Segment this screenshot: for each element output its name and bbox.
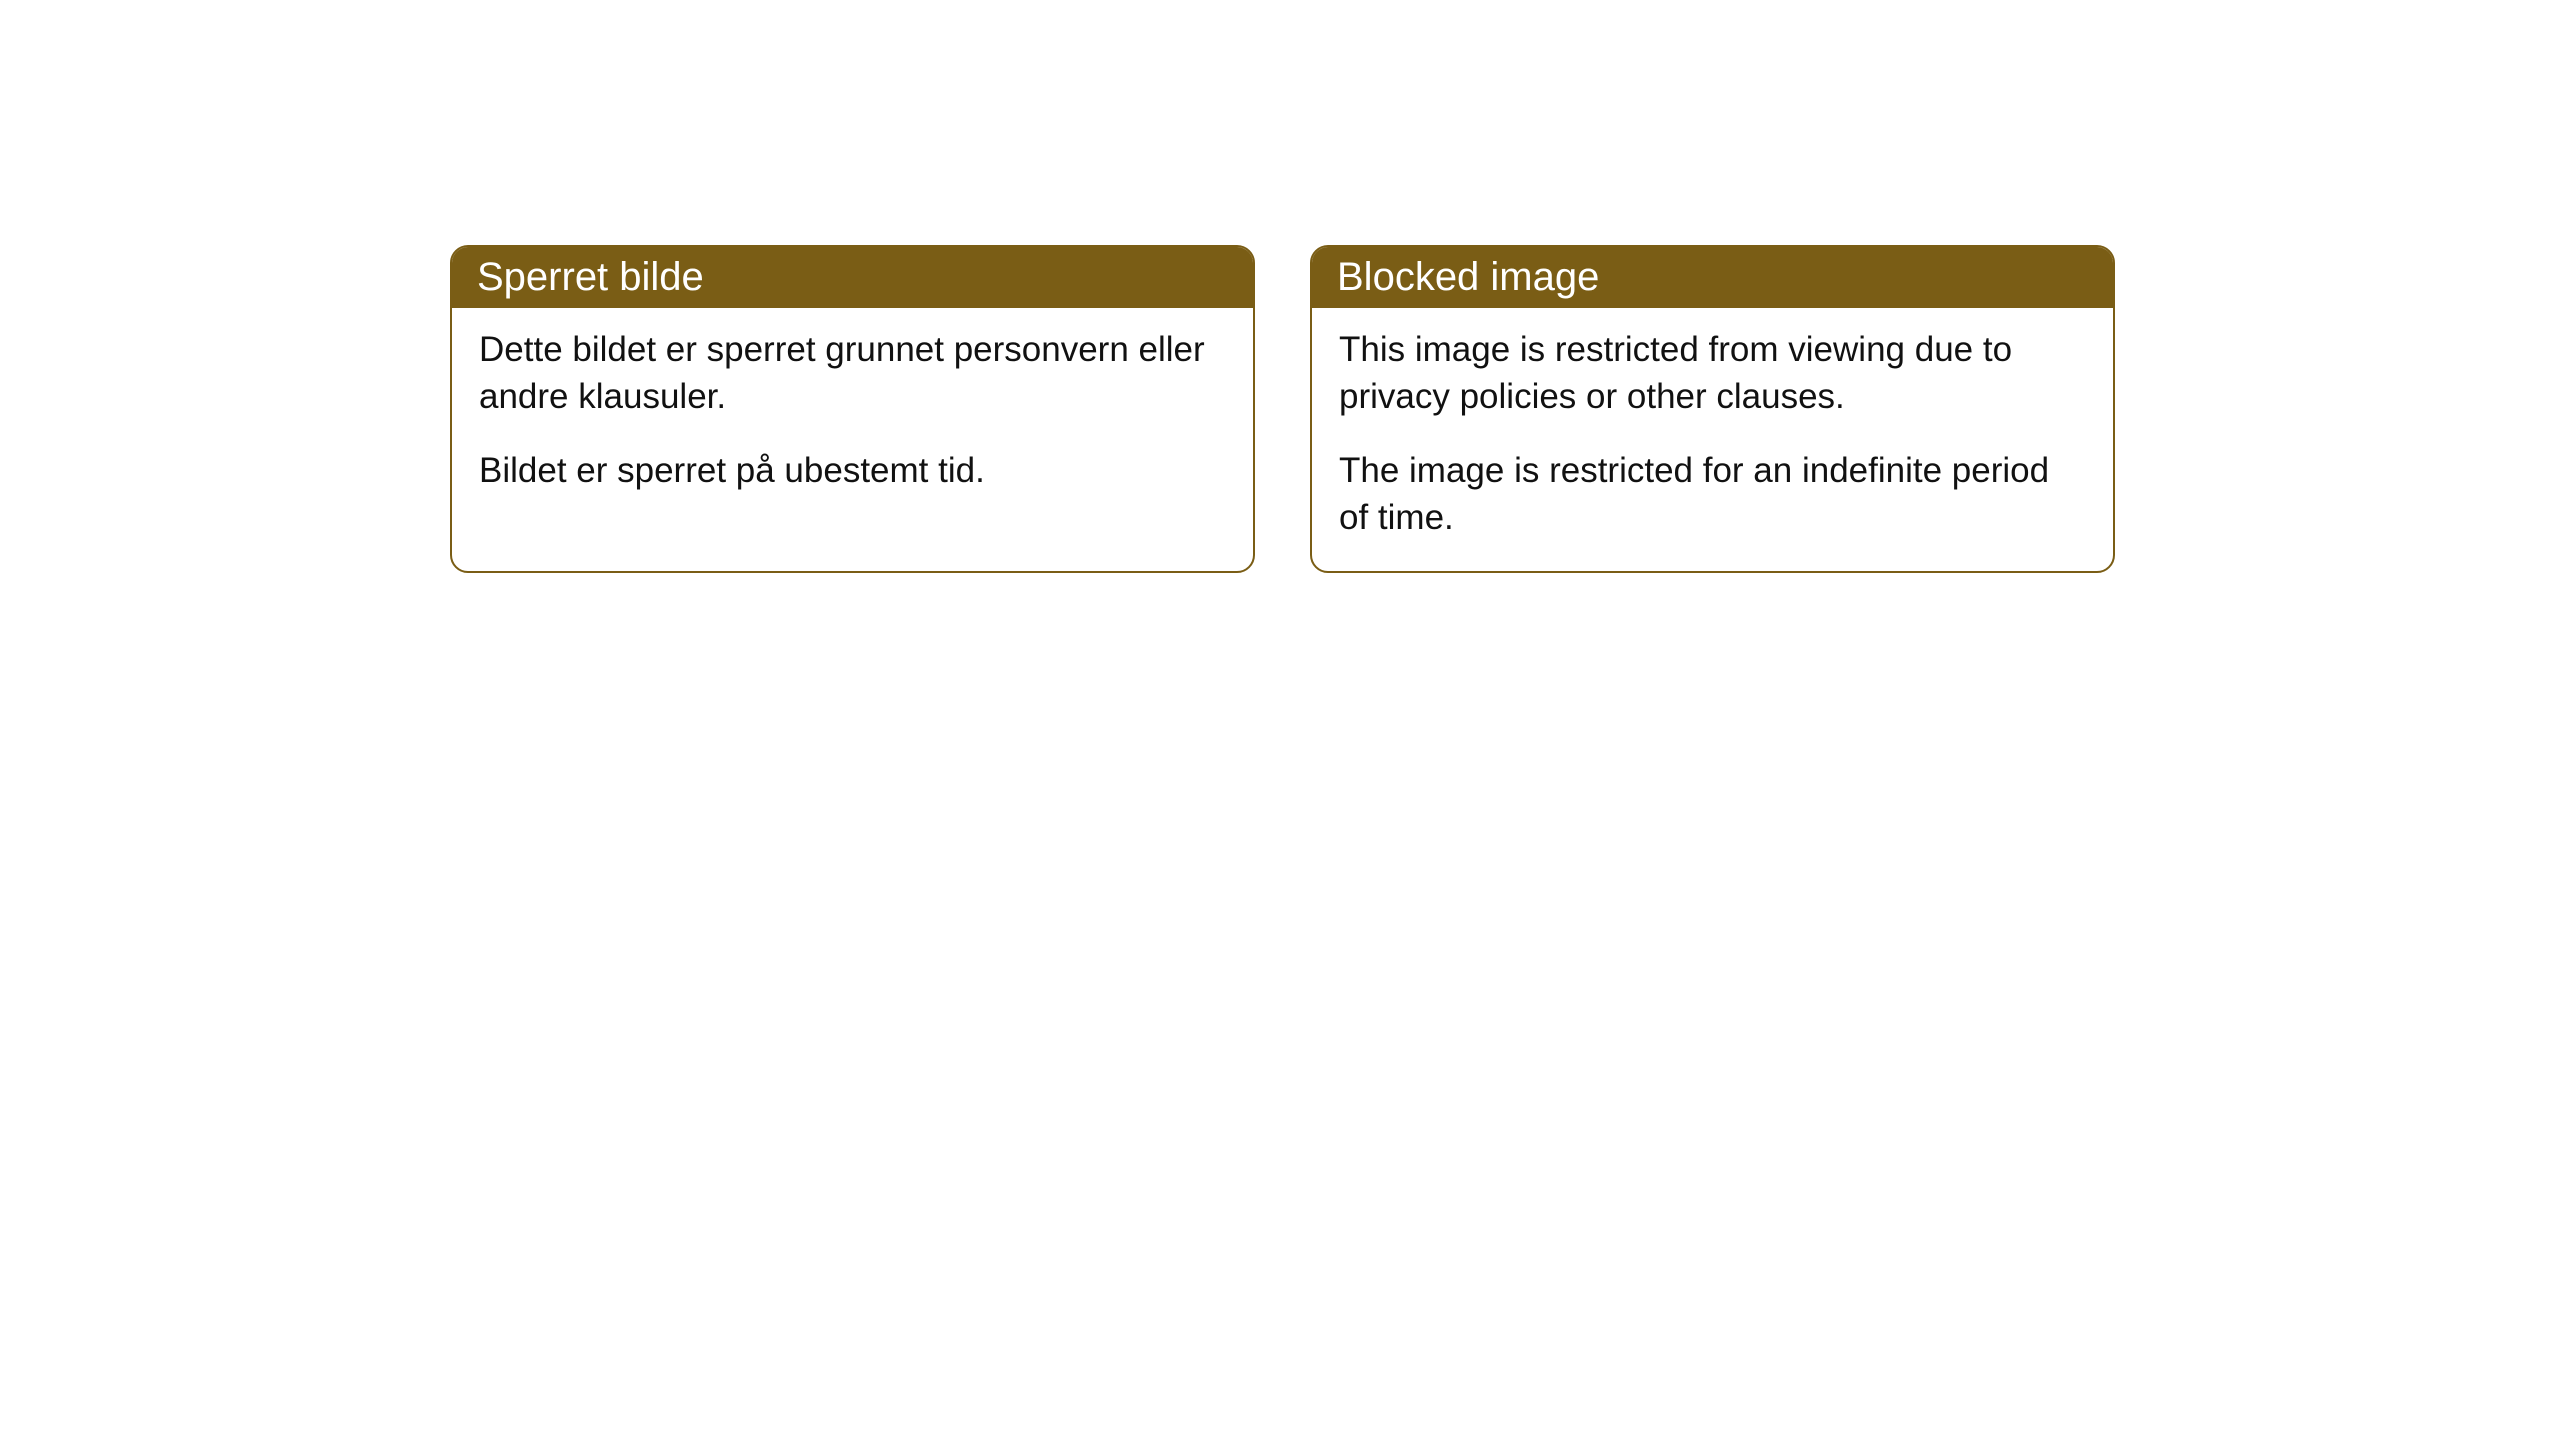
notice-card-header: Blocked image: [1312, 247, 2113, 308]
notice-paragraph: This image is restricted from viewing du…: [1339, 326, 2086, 421]
notice-card-english: Blocked image This image is restricted f…: [1310, 245, 2115, 573]
notice-card-title: Blocked image: [1337, 255, 1599, 299]
notice-paragraph: Dette bildet er sperret grunnet personve…: [479, 326, 1226, 421]
notice-card-body: This image is restricted from viewing du…: [1312, 308, 2113, 571]
notice-paragraph: Bildet er sperret på ubestemt tid.: [479, 447, 1226, 494]
notice-cards-container: Sperret bilde Dette bildet er sperret gr…: [450, 245, 2560, 573]
notice-card-header: Sperret bilde: [452, 247, 1253, 308]
notice-paragraph: The image is restricted for an indefinit…: [1339, 447, 2086, 542]
notice-card-title: Sperret bilde: [477, 255, 704, 299]
notice-card-body: Dette bildet er sperret grunnet personve…: [452, 308, 1253, 524]
notice-card-norwegian: Sperret bilde Dette bildet er sperret gr…: [450, 245, 1255, 573]
